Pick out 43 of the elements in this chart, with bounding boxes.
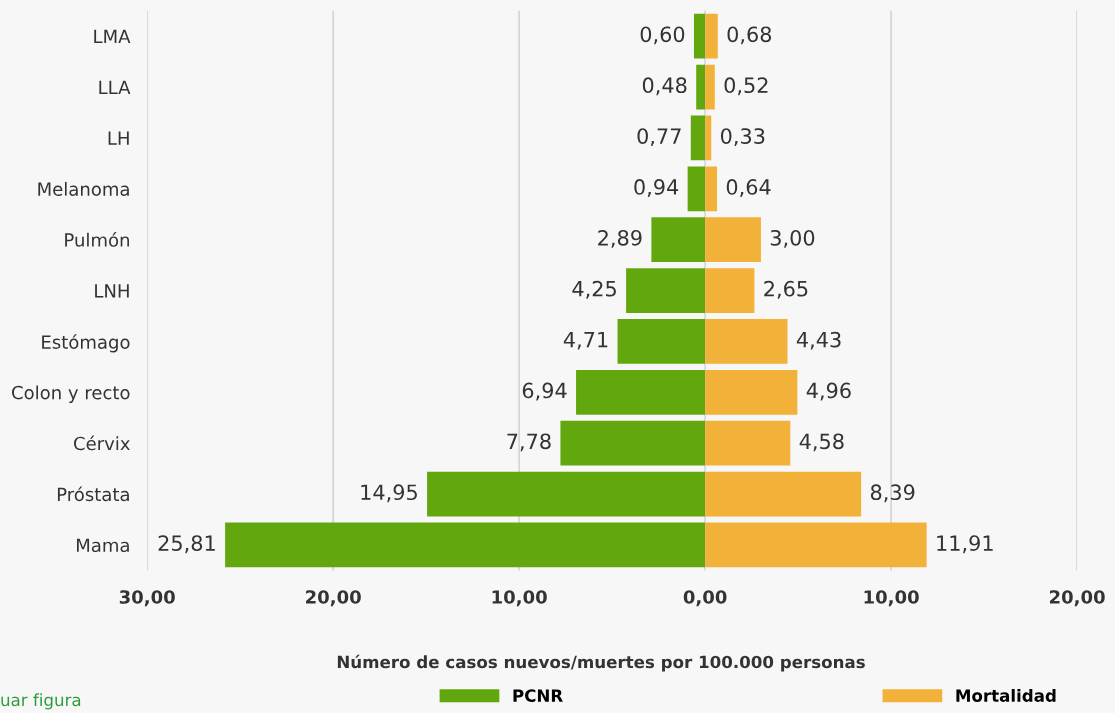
y-tick-label: Estómago [42,334,130,353]
x-tick-label: 30,00 [119,590,175,607]
legend-label: Mortalidad [956,689,1056,702]
data-label: 0,48 [642,77,687,96]
x-tick-label: 20,00 [1049,590,1105,607]
data-label: 4,58 [799,433,844,452]
y-tick-label: Pulmón [65,232,129,247]
y-tick-label: LLA [99,80,131,94]
x-tick-label: 10,00 [492,590,547,607]
y-tick-label: Próstata [57,486,129,502]
data-label: 4,71 [563,331,608,350]
data-label: 4,25 [572,280,616,299]
x-axis-title: Número de casos nuevos/muertes por 100.000 personas [337,654,865,672]
y-tick-label: LNH [95,284,129,298]
data-label: 0,77 [637,128,681,147]
y-tick-label: Mama [76,538,129,553]
data-label: 0,60 [640,26,685,45]
data-label: 25,81 [158,535,215,554]
data-label: 6,94 [522,382,567,401]
data-label: 4,96 [806,382,851,401]
data-label: 0,33 [720,128,765,147]
data-label: 2,89 [598,229,642,248]
y-tick-label: LH [108,131,129,145]
y-tick-label: Colon y recto [12,385,130,403]
data-label: 0,52 [724,77,768,96]
y-tick-label: LMA [94,29,131,43]
data-label: 4,43 [796,331,841,350]
y-tick-label: Melanoma [38,181,129,196]
legend-label: PCNR [513,689,563,702]
data-label: 3,00 [770,229,815,248]
x-tick-label: 0,00 [683,590,727,607]
x-tick-label: 10,00 [864,590,919,607]
data-label: 0,64 [726,179,771,197]
data-label: 8,39 [870,484,915,503]
text: uar figura [1,693,81,710]
data-label: 14,95 [361,484,417,503]
data-label: 7,78 [507,433,551,452]
data-label: 11,91 [937,535,993,554]
data-label: 0,94 [634,179,679,197]
data-label: 0,68 [727,26,772,45]
y-tick-label: Cérvix [74,435,130,451]
data-label: 2,65 [764,280,808,299]
x-tick-label: 20,00 [306,590,361,607]
